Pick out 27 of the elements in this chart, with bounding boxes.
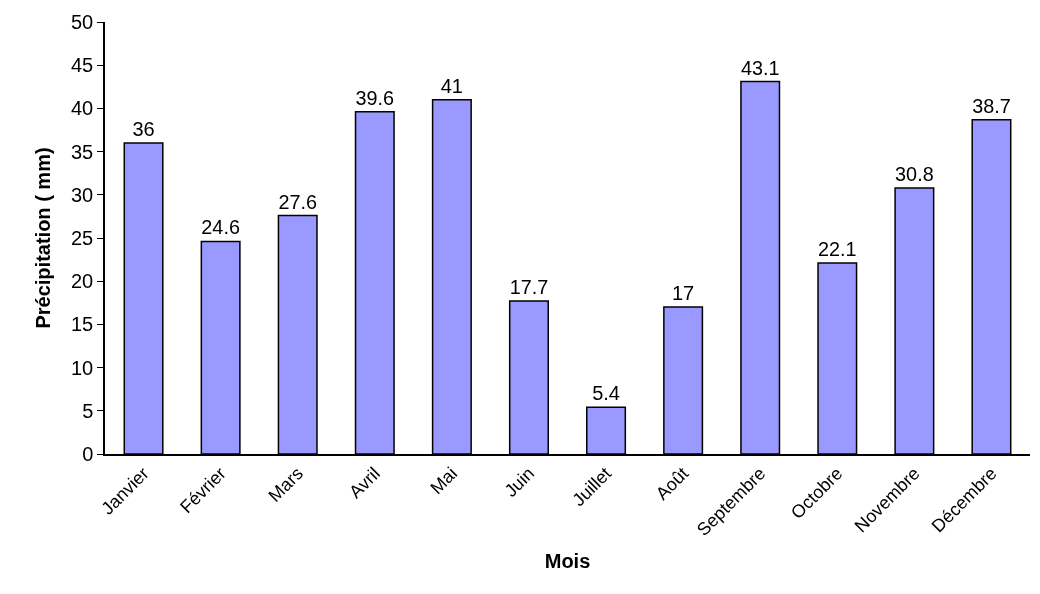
data-label: 30.8 [895, 162, 934, 185]
y-tick-label: 50 [71, 11, 94, 33]
data-label: 36 [132, 117, 155, 140]
y-axis-title: Précipitation ( mm) [32, 147, 54, 329]
data-label: 39.6 [355, 86, 395, 109]
data-label: 24.6 [201, 216, 240, 239]
y-tick-label: 20 [71, 270, 94, 293]
y-tick-label: 35 [71, 140, 94, 163]
y-tick-label: 15 [71, 313, 94, 336]
y-tick-label: 45 [71, 54, 94, 77]
y-tick-label: 5 [82, 399, 94, 422]
x-axis-title: Mois [544, 549, 591, 572]
data-label: 27.6 [278, 190, 317, 213]
y-tick-label: 30 [71, 183, 94, 206]
y-tick-label: 10 [71, 356, 94, 379]
x-tick-label: Juin [500, 463, 539, 501]
data-label: 17 [672, 282, 695, 305]
data-label: 22.1 [818, 238, 857, 261]
y-tick-label: 40 [71, 97, 94, 120]
data-label: 17.7 [509, 276, 549, 299]
data-label: 43.1 [740, 56, 780, 79]
x-tick-label: Mai [426, 463, 462, 499]
data-label: 38.7 [972, 94, 1011, 117]
y-tick-label: 25 [71, 227, 94, 249]
data-label: 41 [440, 74, 463, 97]
data-label: 5.4 [592, 382, 620, 405]
y-tick-label: 0 [82, 443, 94, 465]
